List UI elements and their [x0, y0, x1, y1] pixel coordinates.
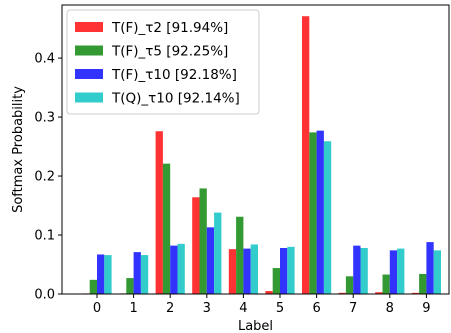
- bar-series1-cat9: [419, 273, 427, 294]
- bar-series2-cat5: [280, 248, 288, 294]
- x-tick-label: 0: [93, 301, 101, 316]
- legend-label: T(F)_τ2 [91.94%]: [111, 20, 228, 36]
- bar-series2-cat2: [170, 245, 178, 294]
- bar-series1-cat6: [309, 132, 317, 294]
- y-tick-label: 0.2: [34, 170, 55, 185]
- legend-swatch: [75, 22, 103, 32]
- bar-series0-cat7: [338, 292, 346, 294]
- y-tick-label: 0.4: [34, 52, 55, 67]
- legend-label: T(F)_τ5 [92.25%]: [111, 44, 228, 60]
- bar-series1-cat5: [272, 268, 280, 294]
- legend: T(F)_τ2 [91.94%] T(F)_τ5 [92.25%] T(F)_τ10…: [66, 9, 260, 115]
- bar-series1-cat1: [126, 278, 134, 294]
- x-tick-label: 7: [349, 301, 357, 316]
- bar-series3-cat6: [323, 141, 332, 294]
- y-tick-label: 0.0: [34, 288, 55, 303]
- y-tick-label: 0.1: [34, 229, 55, 244]
- bar-series2-cat1: [133, 252, 141, 294]
- bar-series1-cat7: [345, 276, 354, 294]
- bar-series0-cat2: [155, 131, 163, 294]
- x-tick-label: 1: [129, 301, 137, 316]
- axes-layer: 0.0 0.1 0.2 0.3 0.4 0 1 2 3 4 5 6 7 8 9: [34, 4, 450, 316]
- bar-series3-cat3: [214, 212, 222, 294]
- bar-series3-cat1: [140, 255, 149, 294]
- x-tick-label: 6: [312, 301, 320, 316]
- x-tick-label: 3: [203, 301, 211, 316]
- legend-box: [66, 9, 260, 115]
- bar-series3-cat9: [433, 250, 441, 294]
- bar-series2-cat8: [389, 250, 398, 294]
- bar-series2-cat0: [97, 254, 105, 294]
- y-axis-label: Softmax Probability: [11, 86, 26, 213]
- legend-swatch: [75, 45, 103, 56]
- x-tick-label: 8: [386, 301, 394, 316]
- bar-series3-cat8: [397, 248, 405, 294]
- bar-series0-cat9: [411, 292, 420, 294]
- x-tick-label: 5: [276, 301, 284, 316]
- bar-series3-cat5: [287, 246, 295, 294]
- bars-layer: [82, 16, 441, 295]
- bar-series1-cat0: [89, 279, 97, 294]
- bar-series1-cat4: [236, 216, 244, 294]
- bar-series2-cat9: [426, 242, 434, 294]
- bar-series0-cat8: [375, 292, 383, 294]
- y-tick-label: 0.3: [34, 111, 55, 126]
- bar-series2-cat4: [243, 248, 251, 294]
- bar-series0-cat3: [192, 197, 200, 294]
- legend-swatch: [75, 69, 103, 79]
- bar-series0-cat4: [228, 249, 237, 294]
- bar-series0-cat5: [265, 291, 273, 294]
- legend-label: T(Q)_τ10 [92.14%]: [111, 91, 240, 107]
- bar-series2-cat3: [206, 227, 215, 294]
- bar-series3-cat0: [104, 255, 112, 294]
- bar-series1-cat3: [199, 188, 207, 294]
- bar-series1-cat8: [382, 274, 390, 294]
- bar-series2-cat7: [353, 245, 361, 294]
- bar-series0-cat6: [302, 16, 310, 295]
- bar-series3-cat7: [360, 248, 368, 294]
- x-axis-label: Label: [238, 319, 273, 333]
- legend-label: T(F)_τ10 [92.18%]: [111, 67, 237, 83]
- bar-series3-cat2: [177, 243, 185, 294]
- legend-swatch: [75, 92, 103, 103]
- bar-series3-cat4: [250, 244, 258, 294]
- x-tick-label: 2: [166, 301, 174, 316]
- bar-series1-cat2: [162, 163, 171, 294]
- plot-frame: [61, 4, 450, 295]
- x-tick-label: 9: [422, 301, 430, 316]
- x-tick-label: 4: [239, 301, 247, 316]
- bar-series2-cat6: [316, 130, 324, 294]
